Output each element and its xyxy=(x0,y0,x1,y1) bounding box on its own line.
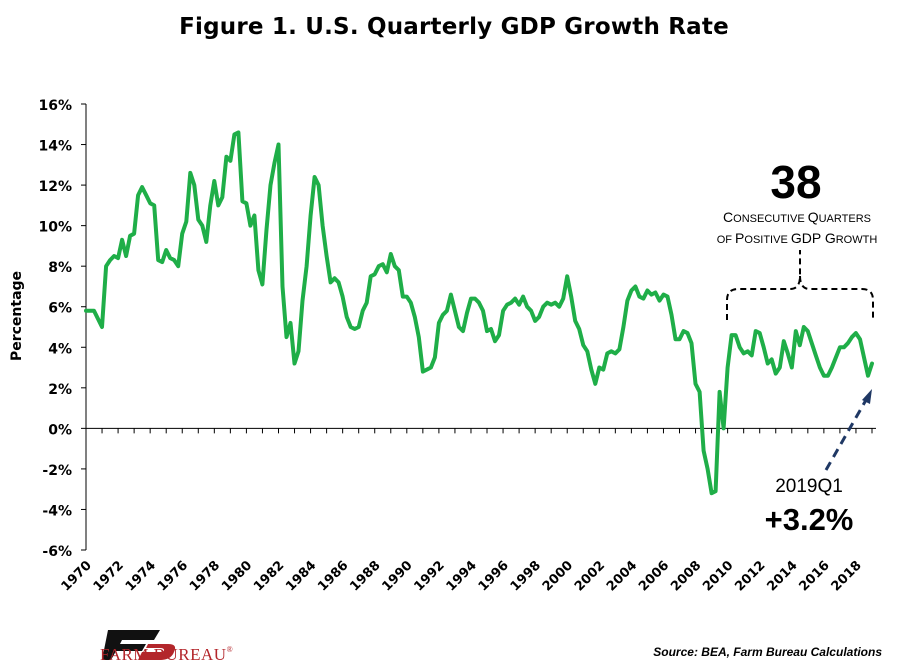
y-axis-label: Percentage xyxy=(9,271,25,361)
x-tick-label: 1978 xyxy=(187,558,223,594)
consecutive-bracket xyxy=(726,250,874,320)
x-tick-labels: 1970197219741976197819801982198419861988… xyxy=(59,558,865,594)
y-tick-labels: -6% -4% -2% 0% 2% 4% 6% 8% 10% 12% 14% 16% xyxy=(38,98,72,560)
y-tick-label: 14% xyxy=(38,139,72,155)
latest-period-value: +3.2% xyxy=(765,502,854,537)
source-note: Source: BEA, Farm Bureau Calculations xyxy=(653,645,882,659)
y-tick-label: 0% xyxy=(48,422,72,438)
x-tick-label: 1988 xyxy=(347,558,383,594)
x-tick-label: 1980 xyxy=(219,558,255,594)
x-tick-label: 1974 xyxy=(123,558,159,594)
x-tick-label: 2014 xyxy=(764,558,800,594)
x-tick-label: 2016 xyxy=(797,558,833,594)
x-tick-label: 1996 xyxy=(476,558,512,594)
x-tick-label: 2010 xyxy=(700,558,736,594)
farm-bureau-logo xyxy=(102,630,176,660)
x-tick-label: 2002 xyxy=(572,558,608,594)
x-tick-label: 1992 xyxy=(412,558,448,594)
chart-title: Figure 1. U.S. Quarterly GDP Growth Rate xyxy=(179,14,729,40)
x-tick-label: 2006 xyxy=(636,558,672,594)
x-tick-label: 2008 xyxy=(668,558,704,594)
y-tick-label: -4% xyxy=(42,503,72,519)
latest-arrow-line xyxy=(824,399,868,471)
x-tick-label: 1990 xyxy=(379,558,415,594)
x-tick-label: 1986 xyxy=(315,558,351,594)
y-tick-label: 4% xyxy=(48,341,72,357)
x-tick-label: 1982 xyxy=(251,558,287,594)
y-tick-label: 6% xyxy=(48,301,72,317)
y-tick-label: 10% xyxy=(38,220,72,236)
x-tick-label: 2012 xyxy=(732,558,768,594)
x-tick-label: 2004 xyxy=(604,558,640,594)
consecutive-caption-1: CONSECUTIVE QUARTERS xyxy=(723,209,871,225)
x-tick-label: 1994 xyxy=(444,558,480,594)
y-tick-label: 16% xyxy=(38,98,72,114)
gdp-growth-series-line xyxy=(84,130,874,496)
x-tick-label: 1972 xyxy=(91,558,127,594)
y-tick-label: 2% xyxy=(48,382,72,398)
x-tick-label: 1970 xyxy=(59,558,95,594)
latest-arrow-head xyxy=(862,389,872,404)
y-tick-label: 12% xyxy=(38,179,72,195)
axes xyxy=(81,103,876,551)
consecutive-caption-2: OF POSITIVE GDP GROWTH xyxy=(717,230,878,246)
x-tick-label: 1998 xyxy=(508,558,544,594)
y-tick-label: 8% xyxy=(48,260,72,276)
latest-period-label: 2019Q1 xyxy=(775,476,843,497)
farm-bureau-wordmark: FARM BUREAU® xyxy=(100,645,234,664)
logo-mark-icon xyxy=(102,630,160,660)
y-tick-label: -6% xyxy=(42,544,72,560)
x-tick-label: 1976 xyxy=(155,558,191,594)
consecutive-count: 38 xyxy=(770,156,821,208)
x-tick-label: 2000 xyxy=(540,558,576,594)
x-tick-label: 2018 xyxy=(829,558,865,594)
y-tick-label: -2% xyxy=(42,463,72,479)
logo-b-icon xyxy=(138,644,176,660)
series-layer xyxy=(84,130,874,496)
x-tick-label: 1984 xyxy=(283,558,319,594)
